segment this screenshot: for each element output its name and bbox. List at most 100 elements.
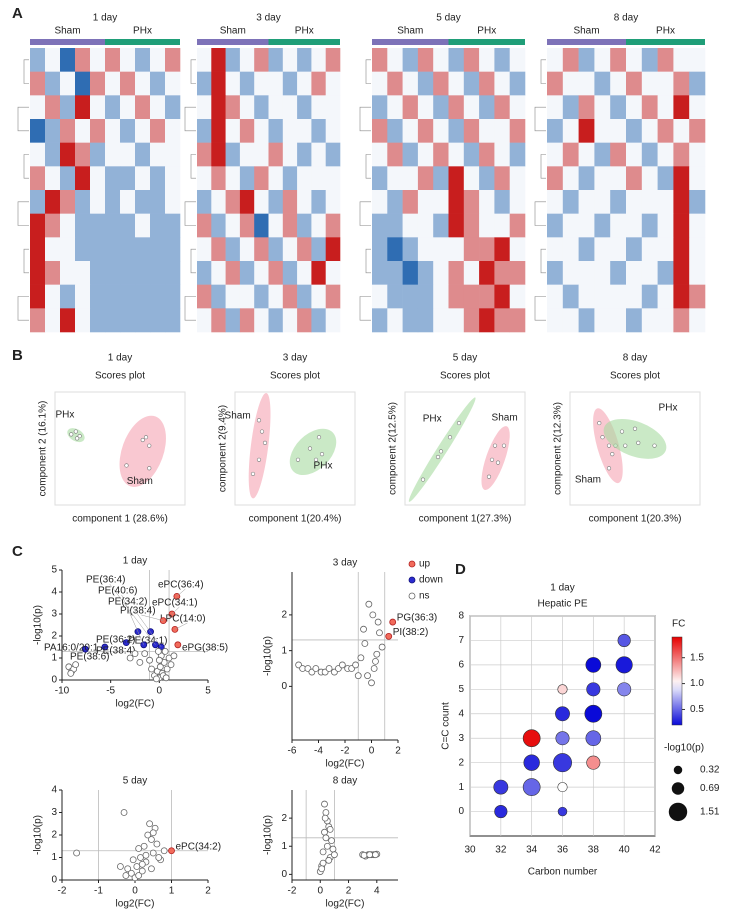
x-tick-label: -5: [106, 686, 115, 697]
score-point: [438, 449, 444, 454]
dendrogram: [540, 154, 546, 179]
heatmap-cell: [75, 308, 91, 333]
score-point: [606, 443, 612, 448]
heatmap-cell: [673, 284, 690, 309]
heatmap-cell: [372, 261, 388, 285]
volcano-point: [371, 851, 379, 859]
heatmap-cell: [60, 284, 76, 309]
heatmap-cell: [45, 308, 61, 333]
size-legend-title: -log10(p): [664, 743, 704, 754]
y-tick-label: 4: [51, 587, 57, 598]
heatmap-cell: [547, 237, 564, 262]
confidence-ellipse: [289, 428, 337, 476]
plot-title: 1 day: [550, 583, 574, 594]
bubble: [586, 755, 601, 770]
group-bar: [626, 39, 705, 45]
heatmap-cell: [387, 166, 403, 191]
heatmap-cell: [433, 261, 449, 285]
point-label: ePG(38:5): [182, 643, 228, 654]
heatmap-cell: [610, 142, 627, 167]
score-point: [262, 440, 268, 445]
confidence-ellipse: [119, 415, 166, 487]
heatmap-cell: [60, 95, 76, 120]
dendrogram: [534, 296, 546, 321]
score-point: [77, 433, 82, 439]
bubble: [557, 806, 568, 817]
heatmap-cell: [673, 142, 690, 167]
heatmap-cell: [75, 190, 91, 214]
heatmap-cell: [45, 190, 61, 214]
dendrogram: [190, 154, 196, 179]
point-label: PE(36:2): [96, 635, 135, 646]
dendrogram: [23, 154, 29, 179]
heatmap-cell: [254, 190, 269, 214]
score-point: [597, 420, 602, 426]
heatmap-cell: [509, 48, 526, 72]
heatmap-cell: [509, 95, 526, 120]
plot-frame: [54, 391, 186, 506]
plot-title: 3 day: [283, 353, 307, 364]
size-legend-label: 0.32: [700, 765, 720, 776]
heatmap-cell: [479, 71, 495, 96]
heatmap-cell: [135, 119, 151, 143]
heatmap-cell: [689, 190, 706, 214]
heatmap-cell: [254, 95, 269, 120]
x-tick-label: 2: [395, 746, 401, 757]
heatmap-cell: [372, 71, 388, 96]
heatmap-cell: [417, 166, 434, 191]
volcano-point: [352, 661, 360, 669]
heatmap-cell: [641, 119, 658, 143]
heatmap-cell: [311, 48, 326, 72]
bubble: [557, 782, 568, 793]
heatmap-cell: [610, 308, 627, 333]
heatmap-title: 5 day: [436, 13, 460, 24]
volcano-point: [162, 674, 170, 682]
y-tick-label: 3: [51, 609, 57, 620]
heatmap-cell: [626, 142, 643, 167]
heatmap-cell: [562, 48, 579, 72]
plot-title: 8 day: [333, 776, 357, 787]
heatmap-cell: [463, 213, 480, 238]
heatmap-cell: [641, 308, 658, 333]
axis: [291, 572, 398, 741]
heatmap-cell: [45, 166, 61, 191]
x-tick-label: 36: [557, 845, 569, 856]
heatmap-cell: [448, 166, 465, 191]
heatmap-cell: [297, 119, 312, 143]
heatmap-cell: [135, 237, 151, 262]
heatmap-cell: [120, 71, 136, 96]
heatmap-cell: [673, 95, 690, 120]
heatmap-cell: [578, 284, 595, 309]
score-point: [316, 435, 322, 440]
bubble: [553, 753, 572, 773]
heatmap-cell: [165, 213, 181, 238]
group-label: PHx: [659, 403, 678, 414]
heatmap-cell: [626, 261, 643, 285]
heatmap-cell: [325, 237, 341, 262]
heatmap-cell: [282, 166, 298, 191]
y-tick-label: 0: [281, 869, 287, 880]
heatmap-cell: [197, 190, 212, 214]
heatmap-cell: [311, 237, 326, 262]
group-label: PHx: [295, 26, 314, 37]
heatmap-cell: [325, 213, 341, 238]
score-point: [623, 443, 628, 448]
point-label: LPC(14:0): [160, 614, 206, 625]
heatmap-cell: [494, 71, 510, 96]
heatmap-cell: [578, 95, 595, 120]
heatmap-cell: [562, 119, 579, 143]
volcano-point: [142, 851, 150, 859]
heatmap-cell: [135, 142, 151, 167]
heatmap-cell: [547, 142, 564, 167]
x-tick-label: 42: [649, 845, 661, 856]
heatmap-cell: [417, 261, 434, 285]
confidence-ellipse: [248, 392, 271, 499]
volcano-point: [67, 670, 75, 677]
heatmap-cell: [610, 48, 627, 72]
heatmap-cell: [60, 48, 76, 72]
heatmap-cell: [547, 213, 564, 238]
heatmap-cell: [448, 142, 465, 167]
panel-label: C: [12, 543, 23, 560]
plot-frame: [234, 391, 356, 506]
